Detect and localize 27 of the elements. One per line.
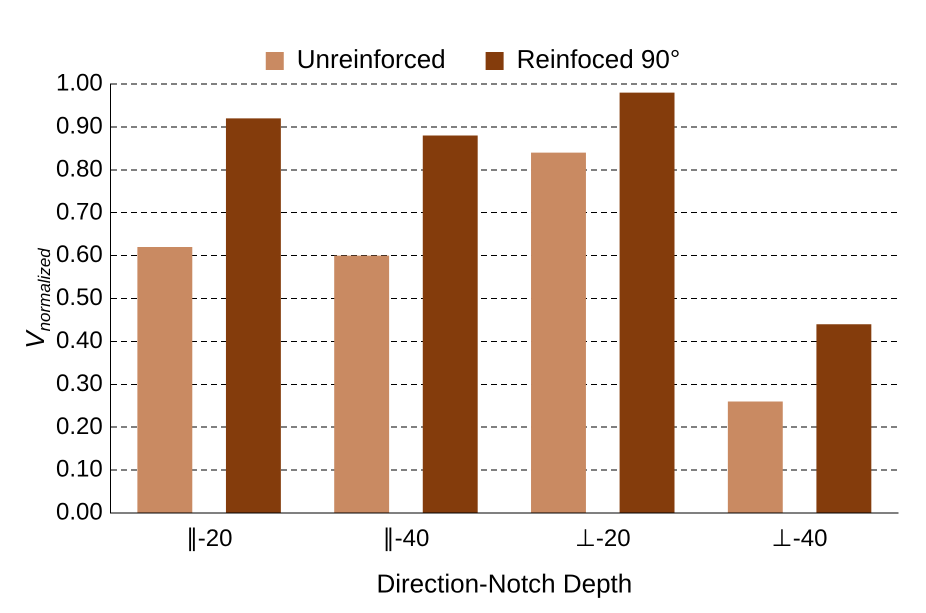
y-tick-label: 0.60 — [56, 241, 103, 268]
x-tick-label: ∥-20 — [186, 525, 232, 552]
bar — [137, 247, 192, 512]
bar — [334, 256, 390, 512]
bar — [728, 401, 783, 512]
y-tick-label: 0.90 — [56, 112, 103, 140]
bar — [422, 135, 478, 512]
x-tick-label: ⊥-40 — [772, 525, 828, 552]
y-tick-label: 0.00 — [56, 498, 103, 526]
y-tick-label: 0.40 — [56, 327, 103, 354]
bar — [531, 152, 586, 512]
y-tick-label: 1.00 — [56, 70, 103, 97]
x-axis-title: Direction-Notch Depth — [376, 568, 632, 599]
y-axis-title: Vnormalized — [20, 248, 54, 349]
x-tick-label: ∥-40 — [382, 525, 430, 552]
legend-label: Unreinforced — [296, 44, 446, 74]
bar — [620, 92, 675, 512]
y-tick-label: 0.10 — [56, 456, 103, 483]
y-tick-label: 0.80 — [56, 155, 103, 182]
y-tick-label: 0.50 — [56, 284, 103, 312]
bar — [226, 118, 281, 512]
y-tick-label: 0.70 — [56, 198, 103, 226]
y-tick-label: 0.20 — [56, 412, 103, 440]
legend-label: Reinfoced 90° — [516, 44, 680, 74]
bar — [816, 324, 872, 512]
y-tick-label: 0.30 — [56, 370, 103, 397]
x-tick-label: ⊥-20 — [574, 525, 631, 552]
